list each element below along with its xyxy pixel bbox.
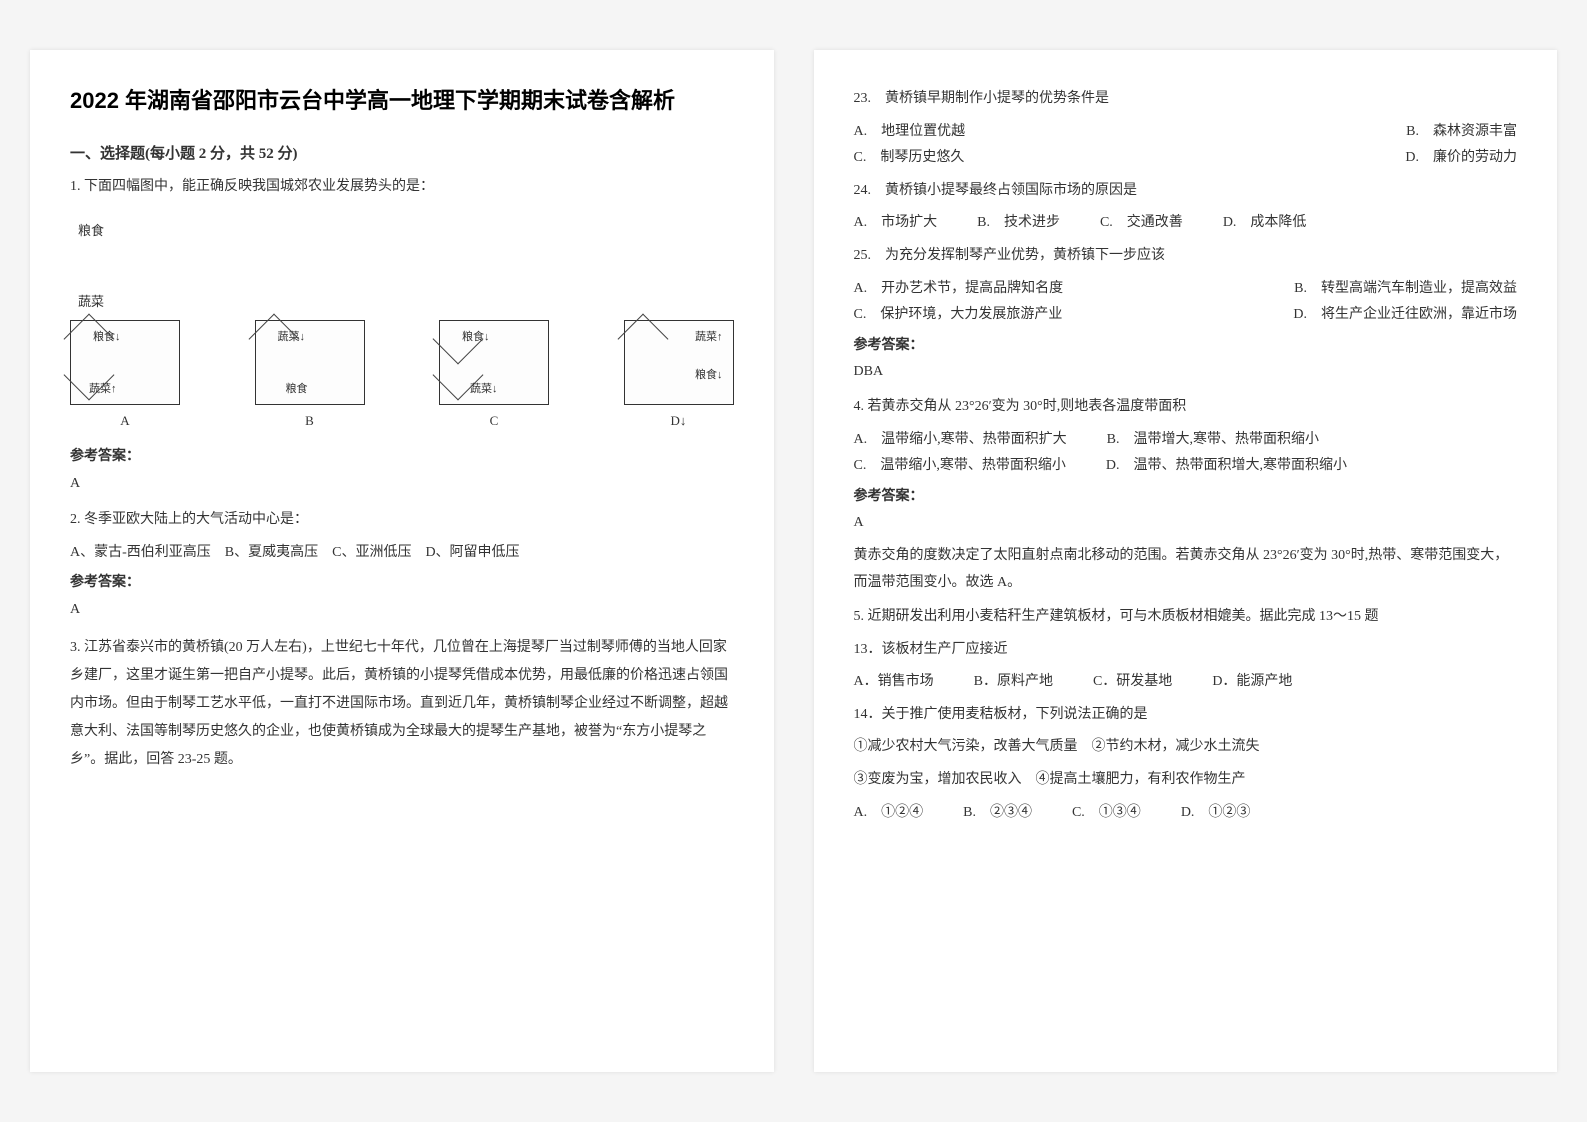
q25-opt-c: C. 保护环境，大力发展旅游产业 [854,302,1063,329]
q24-opt-c: C. 交通改善 [1100,210,1183,237]
answer-heading: 参考答案： [854,333,1518,360]
q5-14-a: A. ①②④ [854,800,924,827]
q4-opt-d: D. 温带、热带面积增大,寒带面积缩小 [1106,453,1347,480]
q25-answer: DBA [854,359,1518,386]
exam-title: 2022 年湖南省邵阳市云台中学高一地理下学期期末试卷含解析 [70,80,734,122]
left-column: 2022 年湖南省邵阳市云台中学高一地理下学期期末试卷含解析 一、选择题(每小题… [30,50,774,1072]
q25-opt-a: A. 开办艺术节，提高品牌知名度 [854,276,1064,303]
answer-heading: 参考答案： [70,444,734,471]
dlabel: 蔬菜↓ [470,379,498,400]
q1-stem: 1. 下面四幅图中，能正确反映我国城郊农业发展势头的是： [70,174,734,201]
q25-stem: 25. 为充分发挥制琴产业优势，黄桥镇下一步应该 [854,243,1518,270]
diagram-b: 蔬菜↓ 粮食 B [255,320,365,434]
dlabel: 蔬菜↑ [695,327,723,348]
q25-opt-b: B. 转型高端汽车制造业，提高效益 [1294,276,1517,303]
diagram-d: 蔬菜↑ 粮食↓ D↓ [624,320,734,434]
dlabel: 蔬菜↑ [89,379,117,400]
q23-opt-a: A. 地理位置优越 [854,119,966,146]
answer-heading: 参考答案： [70,570,734,597]
q4-opt-b: B. 温带增大,寒带、热带面积缩小 [1107,427,1319,454]
q5-13-d: D．能源产地 [1212,669,1292,696]
q4-opt-a: A. 温带缩小,寒带、热带面积扩大 [854,427,1067,454]
section-heading: 一、选择题(每小题 2 分，共 52 分) [70,140,734,169]
q23-opt-d: D. 廉价的劳动力 [1405,145,1517,172]
diagram-cap-b: B [305,413,314,428]
q23-opt-b: B. 森林资源丰富 [1406,119,1517,146]
q5-sub13: 13．该板材生产厂应接近 [854,637,1518,664]
q2-answer: A [70,597,734,624]
diagram-a: 粮食↓ 蔬菜↑ A [70,320,180,434]
q5-sub14-l2: ③变废为宝，增加农民收入 ④提高土壤肥力，有利农作物生产 [854,767,1518,794]
diagram-c: 粮食↓ 蔬菜↓ C [439,320,549,434]
q24-opt-b: B. 技术进步 [977,210,1060,237]
diagram-cap-d: D↓ [671,413,687,428]
q1-answer: A [70,471,734,498]
q5-stem: 5. 近期研发出利用小麦秸秆生产建筑板材，可与木质板材相媲美。据此完成 13～1… [854,604,1518,631]
q24-opt-a: A. 市场扩大 [854,210,938,237]
q5-14-b: B. ②③④ [963,800,1032,827]
diagram-cap-c: C [490,413,499,428]
q24-stem: 24. 黄桥镇小提琴最终占领国际市场的原因是 [854,178,1518,205]
q23-stem: 23. 黄桥镇早期制作小提琴的优势条件是 [854,86,1518,113]
q4-answer: A [854,510,1518,537]
q24-opt-d: D. 成本降低 [1223,210,1307,237]
dlabel: 粮食 [286,379,308,400]
q1-diagram-row: 粮食↓ 蔬菜↑ A 蔬菜↓ 粮食 B 粮食↓ 蔬菜↓ C [70,320,734,434]
q5-14-d: D. ①②③ [1181,800,1251,827]
axis-label-veg: 蔬菜 [78,290,734,315]
q23-opt-c: C. 制琴历史悠久 [854,145,965,172]
q3-stem: 3. 江苏省泰兴市的黄桥镇(20 万人左右)，上世纪七十年代，几位曾在上海提琴厂… [70,634,734,774]
q5-sub14: 14．关于推广使用麦秸板材，下列说法正确的是 [854,702,1518,729]
q5-13-b: B．原料产地 [974,669,1053,696]
q4-opt-c: C. 温带缩小,寒带、热带面积缩小 [854,453,1066,480]
q25-opt-d: D. 将生产企业迁往欧洲，靠近市场 [1293,302,1517,329]
q4-explain: 黄赤交角的度数决定了太阳直射点南北移动的范围。若黄赤交角从 23°26′变为 3… [854,543,1518,596]
diagram-cap-a: A [120,413,129,428]
q5-13-c: C．研发基地 [1093,669,1172,696]
axis-label-grain: 粮食 [78,219,734,244]
q4-stem: 4. 若黄赤交角从 23°26′变为 30°时,则地表各温度带面积 [854,394,1518,421]
answer-heading: 参考答案： [854,484,1518,511]
q5-sub14-l1: ①减少农村大气污染，改善大气质量 ②节约木材，减少水土流失 [854,734,1518,761]
q5-14-c: C. ①③④ [1072,800,1141,827]
q5-13-a: A．销售市场 [854,669,934,696]
q2-opts: A、蒙古-西伯利亚高压 B、夏威夷高压 C、亚洲低压 D、阿留申低压 [70,540,734,567]
right-column: 23. 黄桥镇早期制作小提琴的优势条件是 A. 地理位置优越 B. 森林资源丰富… [814,50,1558,1072]
dlabel: 粮食↓ [695,365,723,386]
q2-stem: 2. 冬季亚欧大陆上的大气活动中心是： [70,507,734,534]
